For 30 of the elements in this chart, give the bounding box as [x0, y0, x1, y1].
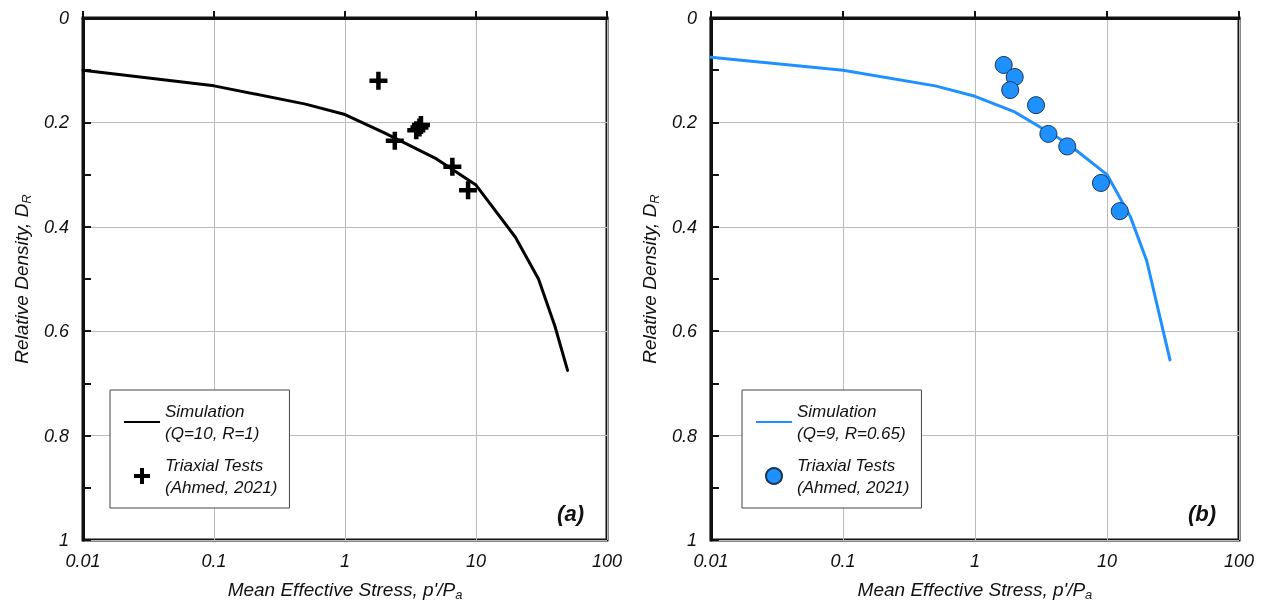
y-tick-label: 0.6 — [43, 321, 70, 342]
y-axis-title: Relative Density, DR — [11, 194, 35, 364]
x-tick-label: 1 — [969, 551, 980, 571]
y-tick-label: 0 — [686, 8, 697, 28]
x-tick-label: 0.1 — [830, 551, 856, 571]
x-tick-label: 10 — [465, 551, 487, 571]
legend-label: Simulation (Q=10, R=1) — [165, 401, 260, 443]
y-tick-label: 1 — [58, 530, 69, 550]
x-tick-label: 1 — [339, 551, 351, 571]
y-tick-label: 0.2 — [43, 112, 69, 133]
y-tick-label: 0.2 — [671, 112, 697, 133]
y-tick-label: 0.8 — [671, 425, 697, 446]
x-tick-label: 0.1 — [201, 551, 227, 571]
annotation: (a) — [557, 500, 584, 526]
y-tick-label: 0.4 — [671, 216, 697, 237]
y-axis-title: Relative Density, DR — [639, 194, 662, 364]
y-tick-label: 0 — [58, 8, 69, 28]
y-tick-label: 0.8 — [43, 425, 69, 446]
x-tick-label: 100 — [1223, 551, 1255, 571]
legend-label: Triaxial Tests (Ahmed, 2021) — [797, 455, 910, 497]
x-tick-label: 0.01 — [65, 551, 101, 571]
annotation: (b) — [1187, 500, 1216, 526]
legend-label: Triaxial Tests (Ahmed, 2021) — [165, 455, 278, 497]
y-tick-label: 0.4 — [43, 216, 69, 237]
x-tick-label: 100 — [591, 551, 623, 571]
legend-label: Simulation (Q=9, R=0.65) — [797, 401, 906, 443]
x-tick-label: 0.01 — [693, 551, 729, 571]
x-tick-label: 10 — [1096, 551, 1117, 571]
y-tick-label: 1 — [686, 530, 697, 550]
y-tick-label: 0.6 — [671, 321, 698, 342]
